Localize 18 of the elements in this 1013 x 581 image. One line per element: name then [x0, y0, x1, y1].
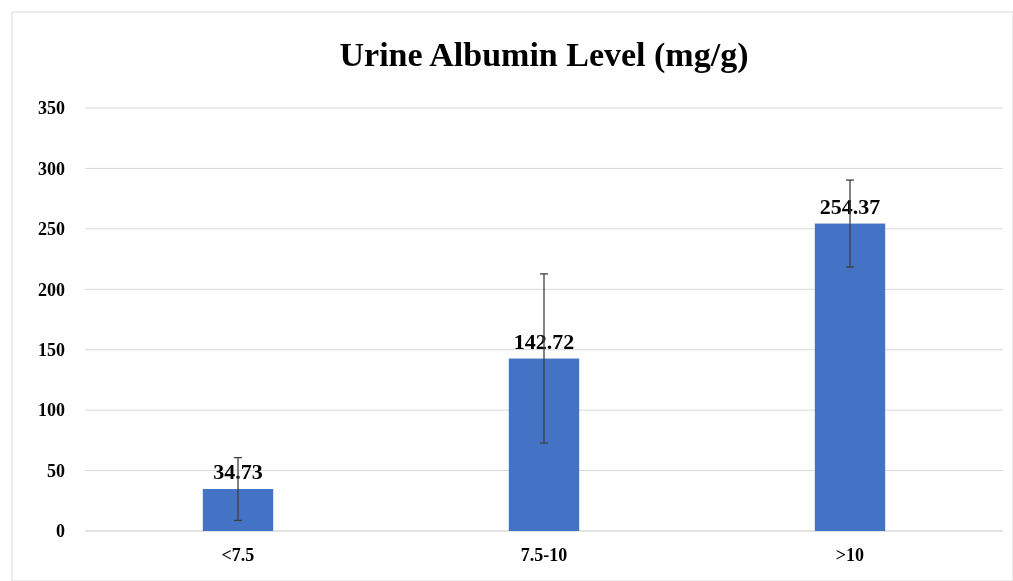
x-tick-label: >10	[835, 545, 865, 565]
data-label: 34.73	[213, 459, 263, 485]
y-tick-label: 350	[38, 98, 65, 119]
y-tick-label: 150	[38, 340, 65, 361]
bar	[508, 358, 580, 531]
y-tick-label: 250	[38, 219, 65, 240]
y-tick-label: 300	[38, 158, 65, 179]
y-tick-label: 100	[38, 400, 65, 421]
data-label: 254.37	[819, 193, 881, 219]
chart-title: Urine Albumin Level (mg/g)	[339, 36, 749, 74]
y-tick-label: 0	[56, 521, 65, 542]
data-label: 142.72	[513, 328, 575, 354]
bar	[202, 489, 274, 531]
bar	[814, 223, 886, 531]
y-tick-label: 50	[47, 460, 65, 481]
x-tick-label: 7.5-10	[520, 545, 568, 565]
x-tick-label: <7.5	[221, 545, 255, 565]
y-tick-label: 200	[38, 279, 65, 300]
